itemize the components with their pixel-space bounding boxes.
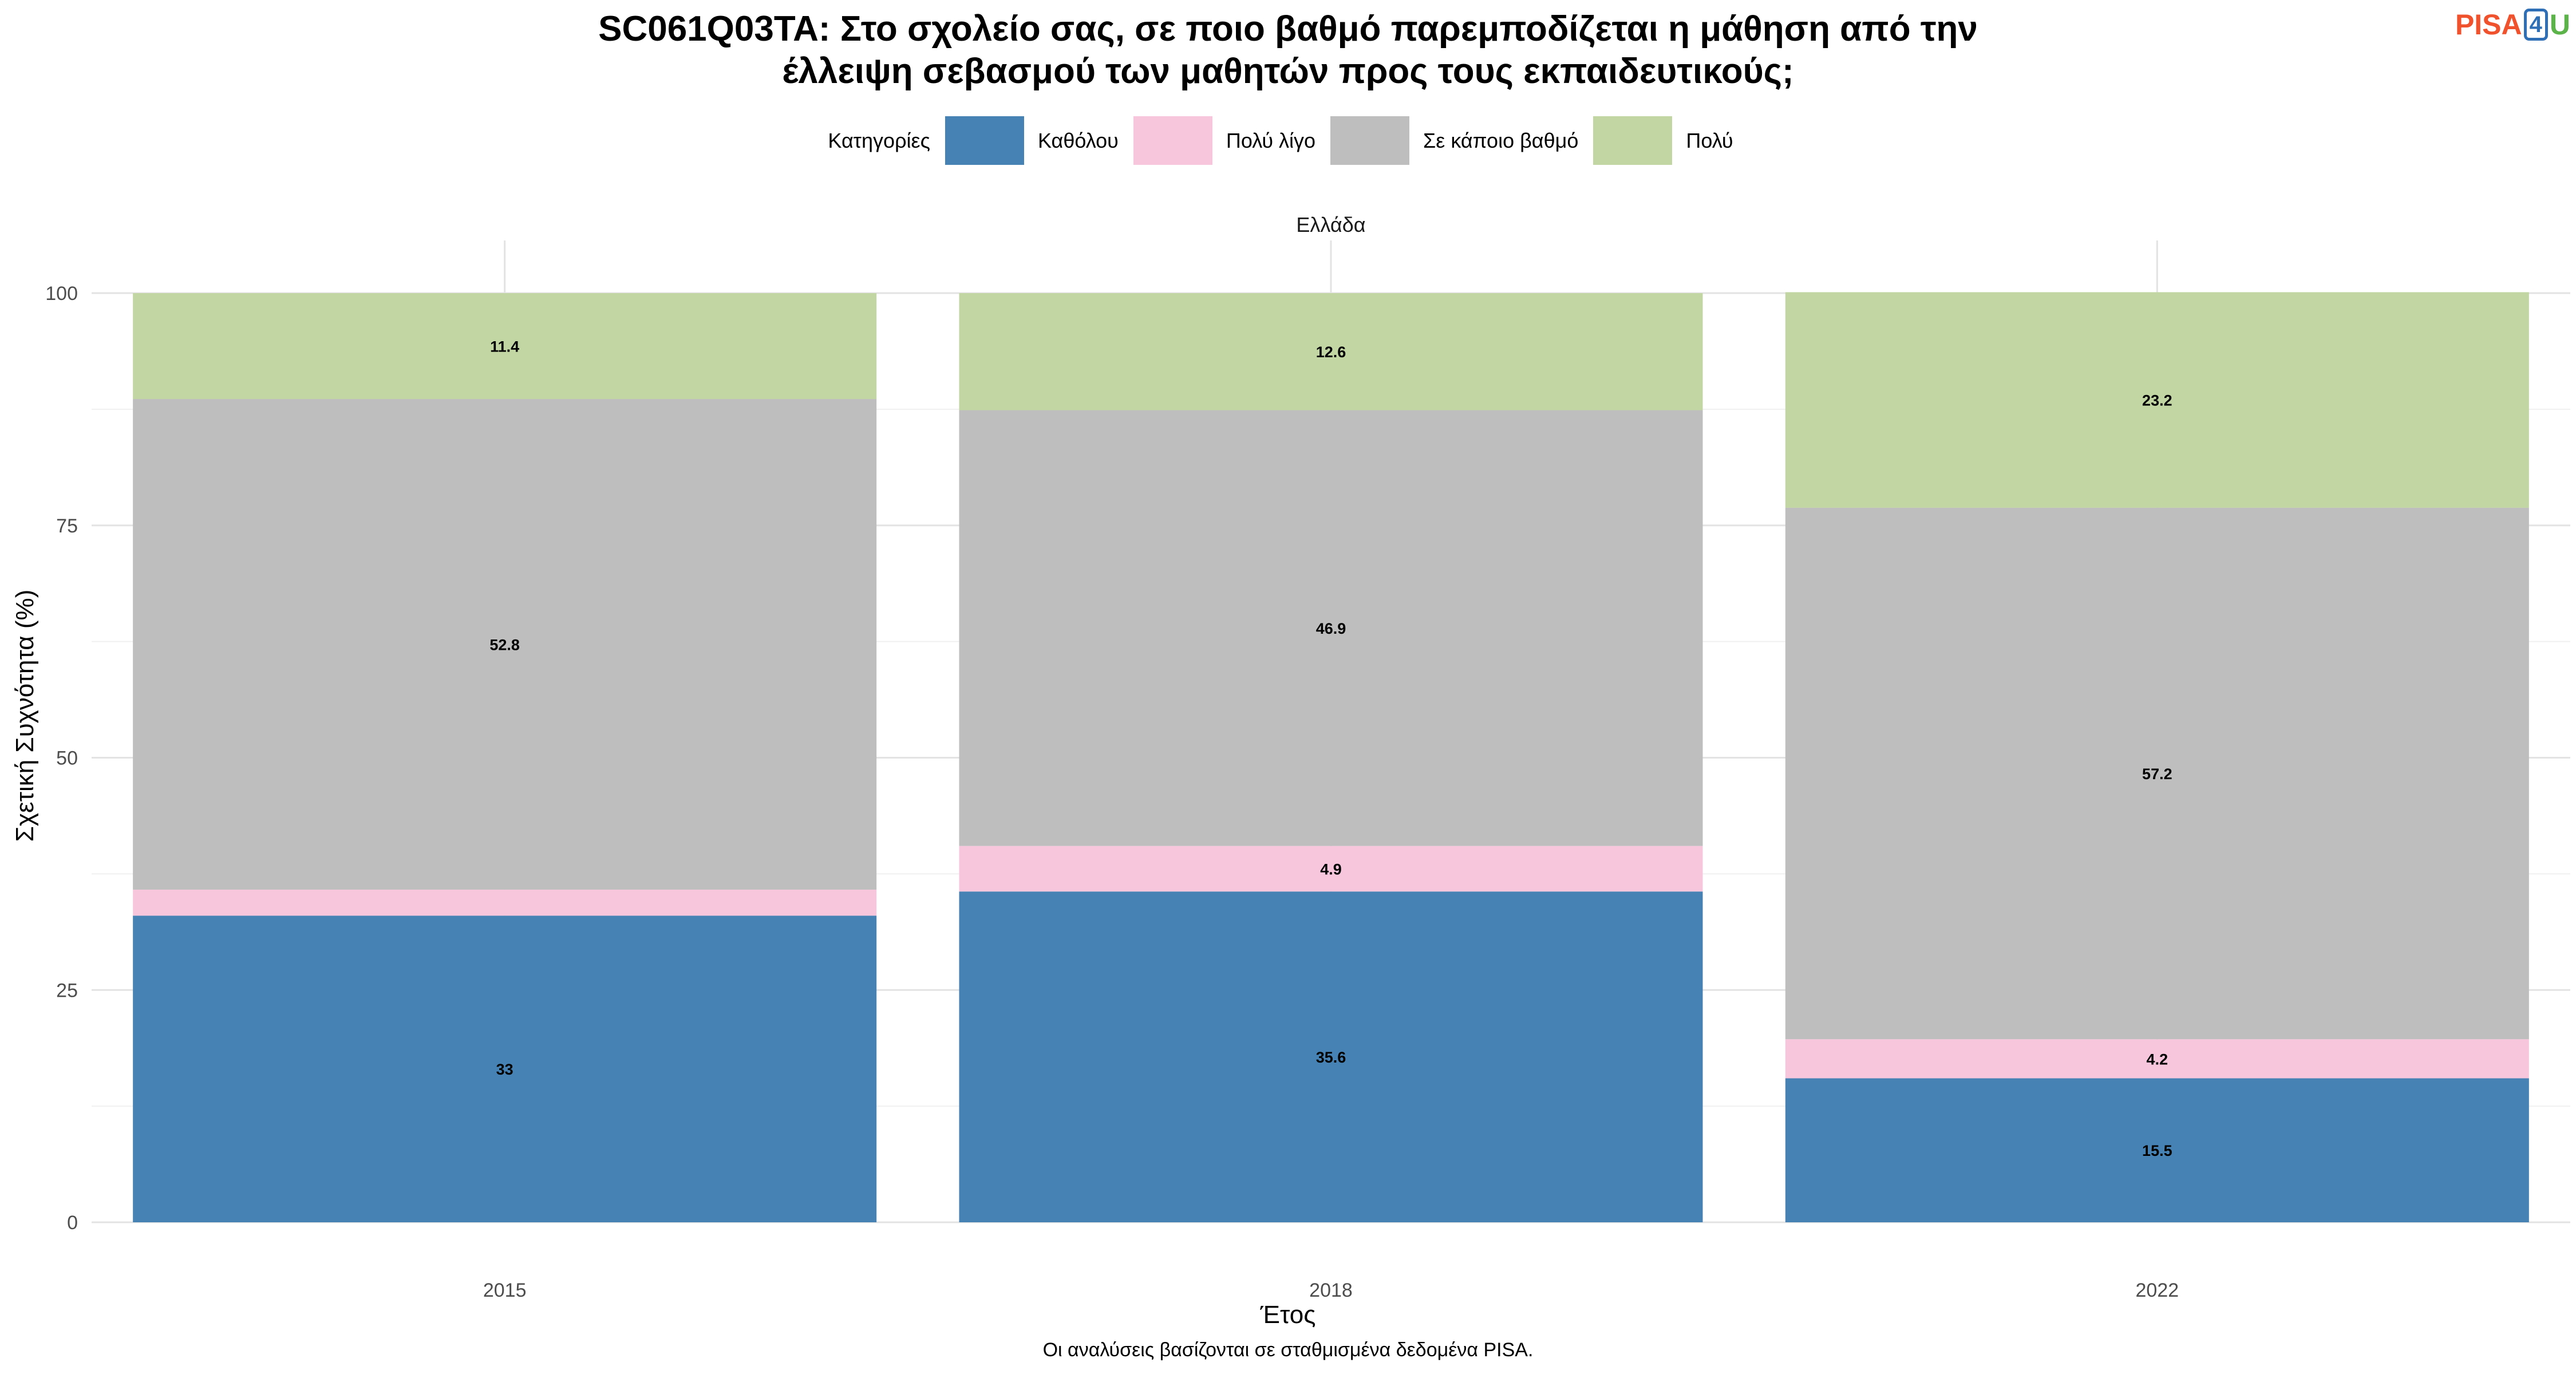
legend-item: Σε κάποιο βαθμό <box>1330 116 1578 165</box>
legend-key-swatch <box>945 116 1024 165</box>
bar-segment <box>959 293 1703 410</box>
bar-segment <box>1785 507 2529 1040</box>
legend-item-label: Πολύ λίγο <box>1226 128 1316 152</box>
y-tick-label: 75 <box>56 515 78 537</box>
legend-key-swatch <box>1330 116 1410 165</box>
x-tick-label: 2015 <box>483 1280 527 1301</box>
legend-key-swatch <box>1133 116 1212 165</box>
bar-segment <box>1785 292 2529 508</box>
x-tick-label: 2018 <box>1309 1280 1353 1301</box>
data-label: 52.8 <box>489 636 520 653</box>
facet-label: Ελλάδα <box>1296 213 1366 236</box>
chart-title: SC061Q03TA: Στο σχολείο σας, σε ποιο βαθ… <box>0 8 2576 93</box>
legend-item: Πολύ λίγο <box>1133 116 1315 165</box>
x-axis-title: Έτος <box>1260 1301 1316 1329</box>
y-tick-label: 50 <box>56 748 78 769</box>
legend-item: Πολύ <box>1593 116 1733 165</box>
legend-item-label: Σε κάποιο βαθμό <box>1423 128 1579 152</box>
chart-legend: Κατηγορίες Καθόλου Πολύ λίγο Σε κάποιο β… <box>0 116 2576 165</box>
data-label: 33 <box>496 1061 513 1078</box>
bar-segment <box>133 915 877 1222</box>
data-label: 11.4 <box>490 338 519 356</box>
chart-caption: Οι αναλύσεις βασίζονται σε σταθμισμένα δ… <box>1042 1339 1534 1361</box>
data-label: 57.2 <box>2142 765 2172 783</box>
bar-segment <box>133 399 877 890</box>
legend-item-label: Πολύ <box>1686 128 1733 152</box>
y-tick-label: 25 <box>56 980 78 1001</box>
data-label: 15.5 <box>2142 1142 2172 1159</box>
legend-title: Κατηγορίες <box>828 128 930 152</box>
pisa4u-logo: PISA 4 U <box>2455 8 2570 41</box>
legend-key-swatch <box>1593 116 1673 165</box>
y-axis-title: Σχετική Συχνότητα (%) <box>11 589 39 842</box>
y-tick-label: 100 <box>45 283 78 305</box>
x-tick-label: 2022 <box>2136 1280 2179 1301</box>
data-label: 46.9 <box>1316 620 1346 637</box>
bar-segment <box>1785 1039 2529 1079</box>
data-label: 4.9 <box>1320 860 1342 878</box>
bar-segment <box>959 891 1703 1222</box>
logo-part-4: 4 <box>2523 9 2548 41</box>
data-label: 23.2 <box>2142 392 2172 409</box>
chart-title-line1: SC061Q03TA: Στο σχολείο σας, σε ποιο βαθ… <box>598 9 1978 49</box>
data-label: 4.2 <box>2147 1051 2168 1068</box>
chart-title-line2: έλλειψη σεβασμού των μαθητών προς τους ε… <box>782 52 1794 91</box>
bar-segment <box>959 846 1703 892</box>
y-tick-label: 0 <box>67 1212 78 1234</box>
legend-item-label: Καθόλου <box>1037 128 1119 152</box>
bar-segment <box>133 889 877 916</box>
bar-segment <box>1785 1078 2529 1222</box>
logo-part-u: U <box>2549 9 2570 41</box>
logo-part-pisa: PISA <box>2455 9 2522 41</box>
data-label: 12.6 <box>1316 344 1346 361</box>
data-label: 35.6 <box>1316 1049 1346 1066</box>
legend-item: Καθόλου <box>945 116 1119 165</box>
bar-segment <box>133 293 877 400</box>
bar-segment <box>959 410 1703 846</box>
